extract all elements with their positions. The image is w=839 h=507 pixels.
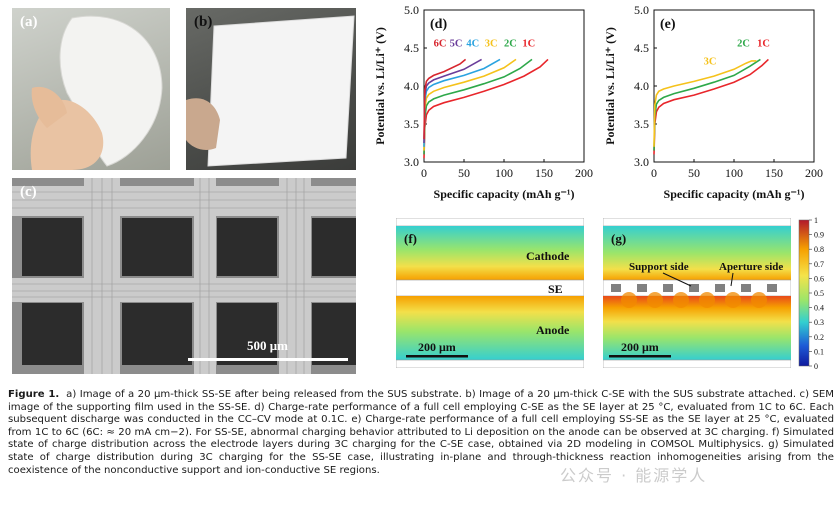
x-tick-label: 100 <box>725 166 743 180</box>
x-axis-label: Specific capacity (mAh g⁻¹) <box>664 187 805 201</box>
x-axis-label: Specific capacity (mAh g⁻¹) <box>434 187 575 201</box>
support-side-label: Support side <box>629 261 689 273</box>
simulation-panel-f: (f) Cathode SE Anode 200 μm <box>396 218 584 368</box>
cathode-label: Cathode <box>526 249 570 263</box>
simulation-panel-g: (g) Support side Aperture side 200 μm <box>603 218 791 368</box>
colorbar-tick-label: 0.2 <box>814 333 824 342</box>
chart-panel-e: 0 50 100 150 200 3.0 3.5 4.0 4.5 5.0 Specific capa… <box>603 3 823 201</box>
colorbar-tick-label: 0 <box>814 362 818 371</box>
panel-label-c: (c) <box>20 184 37 200</box>
x-tick-label: 200 <box>575 166 593 180</box>
photo-panel-a: (a) <box>12 8 170 170</box>
colorbar-tick-label: 0.5 <box>814 289 824 298</box>
colorbar-tick-label: 0.4 <box>814 304 824 313</box>
series-label-6C: 6C <box>434 38 447 49</box>
series-line-6C <box>423 58 467 140</box>
series-label-3C: 3C <box>704 57 717 68</box>
figure-label: Figure 1. <box>8 389 60 400</box>
y-tick-label: 4.5 <box>634 41 649 55</box>
x-tick-label: 0 <box>421 166 427 180</box>
watermark: 公众号 · 能源学人 <box>560 466 708 485</box>
panel-label-b: (b) <box>194 14 213 30</box>
film-photo-b <box>186 15 355 167</box>
y-tick-label: 4.5 <box>404 41 419 55</box>
y-tick-label: 4.0 <box>634 79 649 93</box>
series-line-1C <box>653 58 769 155</box>
plot-frame <box>653 9 815 163</box>
series-label-5C: 5C <box>450 38 463 49</box>
photo-panel-b: (b) <box>186 8 356 170</box>
scale-bar-f <box>406 355 468 358</box>
x-tick-label: 100 <box>495 166 513 180</box>
series-line-3C <box>653 60 757 147</box>
chart-panel-label: (e) <box>660 17 676 32</box>
x-tick-label: 150 <box>535 166 553 180</box>
y-axis-label: Potential vs. Li/Li⁺ (V) <box>603 27 617 145</box>
colorbar-tick-label: 0.3 <box>814 318 824 327</box>
anode-layer-f <box>396 296 584 360</box>
aperture-side-label: Aperture side <box>719 261 783 273</box>
x-tick-label: 50 <box>688 166 700 180</box>
colorbar-tick-label: 0.1 <box>814 347 824 356</box>
x-tick-label: 0 <box>651 166 657 180</box>
colorbar-tick-label: 1 <box>814 216 818 225</box>
colorbar-gradient <box>798 219 810 367</box>
series-label-4C: 4C <box>466 38 479 49</box>
colorbar-tick-label: 0.7 <box>814 260 824 269</box>
series-label-1C: 1C <box>522 38 535 49</box>
x-tick-label: 50 <box>458 166 470 180</box>
series-label-3C: 3C <box>485 38 498 49</box>
colorbar-tick-label: 0.8 <box>814 245 824 254</box>
scale-label-f: 200 μm <box>418 340 456 354</box>
series-line-2C <box>423 58 533 155</box>
film-photo-a <box>30 15 163 170</box>
cathode-layer-g <box>603 226 791 280</box>
series-line-1C <box>423 58 549 159</box>
colorbar-tick-label: 0.9 <box>814 231 824 240</box>
panel-label-g: (g) <box>611 231 626 246</box>
y-tick-label: 5.0 <box>404 3 419 17</box>
sem-mesh-image: 500 μm <box>12 178 356 374</box>
x-tick-label: 200 <box>805 166 823 180</box>
scale-bar-g <box>609 355 671 358</box>
chart-panel-label: (d) <box>430 17 447 32</box>
panel-label-f: (f) <box>404 231 417 246</box>
caption-text: a) Image of a 20 μm-thick SS-SE after be… <box>8 389 835 476</box>
cathode-layer-f <box>396 226 584 280</box>
support-blocks <box>611 284 777 292</box>
y-tick-label: 3.5 <box>404 117 419 131</box>
series-line-2C <box>653 58 761 151</box>
series-label-2C: 2C <box>737 38 750 49</box>
y-axis-label: Potential vs. Li/Li⁺ (V) <box>373 27 387 145</box>
colorbar-tick-label: 0.6 <box>814 274 824 283</box>
sem-scale-label: 500 μm <box>247 338 288 353</box>
scale-label-g: 200 μm <box>621 340 659 354</box>
series-line-4C <box>423 58 501 147</box>
se-label: SE <box>548 282 563 296</box>
series-line-3C <box>423 58 517 151</box>
series-label-1C: 1C <box>757 38 770 49</box>
chart-panel-d: 0 50 100 150 200 3.0 3.5 4.0 4.5 5.0 Specific capa… <box>373 3 593 201</box>
sem-scale-bar <box>188 358 348 361</box>
x-tick-label: 150 <box>765 166 783 180</box>
y-tick-label: 5.0 <box>634 3 649 17</box>
series-label-2C: 2C <box>504 38 517 49</box>
y-tick-label: 3.5 <box>634 117 649 131</box>
y-tick-label: 3.0 <box>404 155 419 169</box>
figure-caption: Figure 1. a) Image of a 20 μm-thick SS-S… <box>8 389 834 477</box>
anode-label: Anode <box>536 323 570 337</box>
y-tick-label: 3.0 <box>634 155 649 169</box>
panel-label-a: (a) <box>20 14 38 30</box>
sem-panel-c: 500 μm (c) <box>12 178 356 374</box>
y-tick-label: 4.0 <box>404 79 419 93</box>
soc-colorbar: 1 0.9 0.8 0.7 0.6 0.5 0.4 0.3 0.2 0.1 0 <box>798 216 824 371</box>
